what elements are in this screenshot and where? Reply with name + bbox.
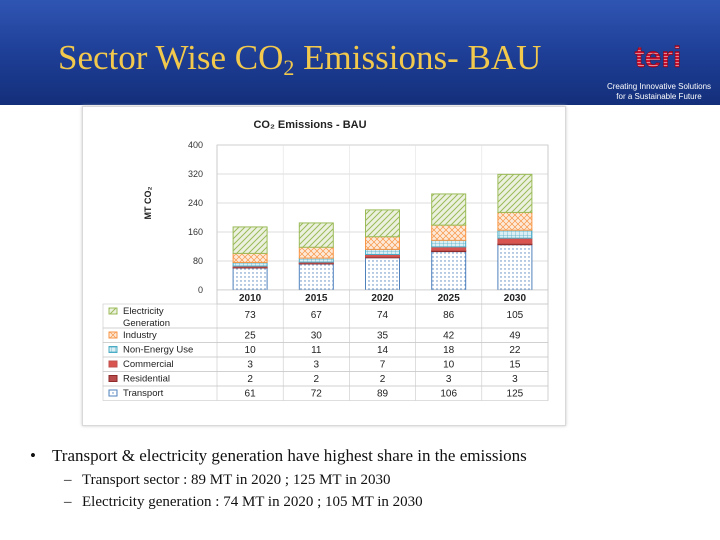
data-label: 61: [245, 389, 257, 400]
data-label: 73: [245, 310, 257, 321]
data-label: 14: [377, 345, 389, 356]
data-label: 3: [446, 374, 452, 385]
legend-label: Transport: [123, 388, 164, 399]
logo-tagline: Creating Innovative Solutions for a Sust…: [600, 82, 718, 102]
bar-electricity-generation-2015: [298, 222, 334, 248]
bar-electricity-generation-2020: [365, 209, 400, 238]
y-tick-label: 320: [188, 169, 203, 179]
data-label: 3: [512, 374, 518, 385]
bar-non-energy-use-2025: [431, 239, 467, 248]
bar-industry-2030: [497, 211, 533, 231]
data-label: 2: [380, 374, 386, 385]
bar-electricity-generation-2010: [232, 226, 268, 254]
tagline-line1: Creating Innovative Solutions: [606, 82, 712, 91]
data-label: 30: [311, 331, 323, 342]
data-label: 106: [440, 389, 457, 400]
bullet-sub1-text: Transport sector : 89 MT in 2020 ; 125 M…: [82, 472, 391, 488]
data-label: 15: [509, 360, 521, 371]
bar-non-energy-use-2015: [298, 257, 334, 263]
data-label: 18: [443, 345, 455, 356]
legend-key: [108, 375, 118, 382]
x-tick-label: 2015: [305, 293, 328, 304]
y-tick-label: 160: [188, 227, 203, 237]
bullet-main: • Transport & electricity generation have…: [30, 446, 527, 466]
legend-label: Industry: [123, 330, 157, 341]
logo-text: teri: [635, 41, 682, 74]
bar-commercial-2030: [497, 237, 533, 245]
bar-transport-2020: [365, 257, 400, 291]
sub-dash: –: [64, 472, 72, 488]
bar-electricity-generation-2025: [431, 193, 467, 226]
header-band: [0, 0, 720, 105]
stacked-bar-chart: 0 80 160 240 320 400 2010 2015 2020 2025 2030 Elec…: [102, 119, 549, 401]
x-tick-label: 2030: [504, 293, 527, 304]
bullet-sub2-text: Electricity generation : 74 MT in 2020 ;…: [82, 494, 423, 510]
data-label: 3: [247, 360, 253, 371]
x-tick-label: 2010: [239, 293, 262, 304]
bar-transport-2010: [232, 267, 268, 291]
data-label: 89: [377, 389, 389, 400]
data-label: 105: [507, 310, 524, 321]
data-label: 2: [247, 374, 253, 385]
bar-industry-2020: [365, 236, 400, 250]
legend-label: Residential: [123, 374, 170, 385]
data-label: 72: [311, 389, 323, 400]
bullet-main-text: Transport & electricity generation have …: [52, 446, 527, 465]
legend-key: [108, 346, 118, 353]
data-label: 42: [443, 331, 455, 342]
data-label: 10: [245, 345, 257, 356]
legend-key: [108, 389, 118, 397]
bullet-dot: •: [30, 446, 36, 465]
x-tick-label: 2025: [438, 293, 461, 304]
chart-title: CO₂ Emissions - BAU: [253, 119, 366, 131]
data-label: 35: [377, 331, 389, 342]
data-label: 74: [377, 310, 389, 321]
y-tick-label: 80: [193, 256, 203, 266]
data-label: 3: [314, 360, 320, 371]
data-label: 67: [311, 310, 323, 321]
data-label: 25: [245, 331, 257, 342]
legend-label: Commercial: [123, 359, 174, 370]
bar-industry-2025: [431, 224, 467, 241]
table-row: [102, 385, 549, 401]
bar-transport-2025: [431, 251, 467, 291]
data-label: 49: [509, 331, 521, 342]
bar-industry-2015: [298, 246, 334, 259]
legend-key: [108, 360, 118, 368]
bar-electricity-generation-2030: [497, 173, 533, 213]
y-axis-label: MT CO₂: [143, 187, 153, 220]
data-label: 86: [443, 310, 455, 321]
bullet-sub-transport: – Transport sector : 89 MT in 2020 ; 125 …: [64, 472, 390, 489]
x-tick-label: 2020: [371, 293, 394, 304]
legend-key: [108, 307, 118, 315]
y-tick-label: 400: [188, 140, 203, 150]
tagline-line2: for a Sustainable Future: [616, 92, 702, 101]
y-tick-label: 240: [188, 198, 203, 208]
data-label: 125: [507, 389, 524, 400]
data-label: 7: [380, 360, 386, 371]
data-label: 10: [443, 360, 455, 371]
bar-transport-2015: [298, 263, 334, 291]
data-label: 22: [509, 345, 521, 356]
legend-label: Electricity Generation: [123, 306, 170, 329]
data-label: 11: [311, 345, 322, 356]
bar-commercial-2025: [431, 246, 467, 251]
sub-dash: –: [64, 494, 72, 510]
bar-non-energy-use-2030: [497, 229, 533, 239]
bar-transport-2030: [497, 244, 533, 291]
slide-title: Sector Wise CO2 Emissions- BAU: [58, 38, 542, 80]
y-tick-label: 0: [198, 285, 203, 295]
bar-industry-2010: [232, 252, 268, 263]
table-row: [102, 327, 549, 343]
data-label: 2: [314, 374, 320, 385]
legend-label: Non-Energy Use: [123, 345, 193, 356]
bullet-sub-electricity: – Electricity generation : 74 MT in 2020 …: [64, 494, 423, 511]
bar-non-energy-use-2020: [365, 248, 400, 255]
chart-panel: 0 80 160 240 320 400 2010 2015 2020 2025 2030 Elec…: [82, 106, 566, 426]
teri-logo-icon: teri: [634, 41, 682, 74]
legend-key: [108, 331, 118, 339]
bar-non-energy-use-2010: [232, 261, 268, 267]
